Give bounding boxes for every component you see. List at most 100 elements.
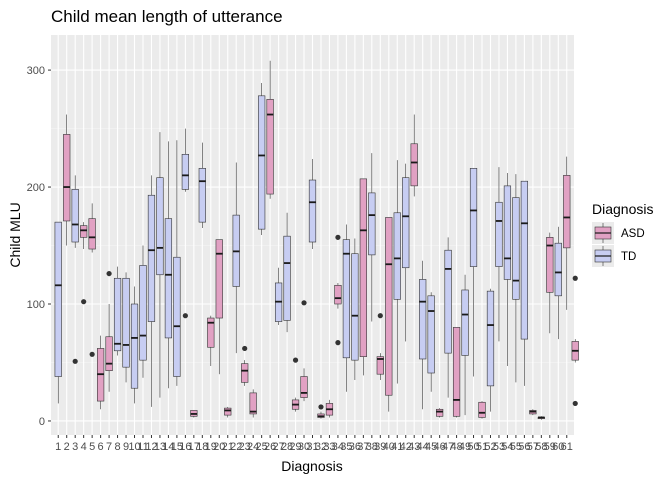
- box-iqr: [427, 295, 435, 374]
- box-39: [376, 313, 384, 381]
- box-iqr: [402, 177, 410, 269]
- x-tick-label: 48: [450, 441, 462, 453]
- box-iqr: [452, 327, 461, 417]
- x-tick-label: 57: [527, 441, 539, 453]
- x-tick-label: 12: [145, 441, 157, 453]
- x-tick-label: 34: [332, 441, 344, 453]
- box-iqr: [88, 218, 96, 250]
- box-48: [452, 327, 461, 418]
- y-tick-label: 100: [27, 299, 45, 311]
- box-iqr: [461, 289, 469, 356]
- boxes: [54, 60, 579, 420]
- x-tick-label: 33: [323, 441, 335, 453]
- x-axis-title: Diagnosis: [281, 458, 342, 474]
- x-tick-label: 60: [552, 441, 564, 453]
- box-12: [147, 175, 156, 407]
- box-iqr: [563, 175, 571, 249]
- box-iqr: [122, 277, 130, 368]
- x-tick-label: 10: [128, 441, 140, 453]
- box-iqr: [283, 235, 291, 321]
- outlier-point: [335, 234, 341, 240]
- box-iqr: [224, 407, 232, 416]
- box-7: [105, 270, 113, 392]
- x-tick-label: 6: [98, 441, 104, 453]
- box-17: [190, 410, 198, 418]
- x-tick-label: 39: [374, 441, 386, 453]
- box-iqr: [105, 336, 113, 371]
- box-45: [427, 292, 435, 392]
- x-tick-label: 37: [357, 441, 369, 453]
- box-iqr: [113, 277, 122, 352]
- x-tick-label: 56: [518, 441, 530, 453]
- box-iqr: [503, 185, 512, 280]
- box-43: [410, 114, 418, 197]
- outlier-point: [572, 400, 578, 407]
- x-axis: 1 2 3 4 5 6 7 8 9 1011121314151617181920212223242…: [55, 435, 573, 453]
- box-6: [97, 335, 105, 410]
- y-axis-title: Child MLU: [7, 202, 23, 267]
- outlier-point: [81, 299, 87, 305]
- chart-title: Child mean length of utterance: [51, 7, 283, 26]
- x-tick-label: 40: [383, 441, 395, 453]
- x-tick-label: 58: [535, 441, 547, 453]
- box-4: [80, 222, 88, 305]
- box-iqr: [54, 221, 62, 377]
- x-tick-label: 4: [81, 441, 87, 453]
- box-iqr: [300, 376, 308, 398]
- box-iqr: [334, 284, 342, 305]
- box-55: [512, 174, 520, 383]
- outlier-point: [89, 351, 95, 357]
- box-38: [368, 153, 376, 322]
- box-62: [571, 275, 579, 407]
- box-27: [274, 267, 283, 326]
- box-iqr: [478, 401, 486, 418]
- x-tick-label: 9: [123, 441, 129, 453]
- box-57: [529, 409, 537, 416]
- box-5: [88, 203, 96, 357]
- box-20: [215, 239, 223, 375]
- x-tick-label: 30: [298, 441, 310, 453]
- box-iqr: [258, 95, 266, 230]
- x-tick-label: 28: [281, 441, 293, 453]
- y-axis: 0 100 200 300: [27, 65, 51, 428]
- x-tick-label: 5: [89, 441, 95, 453]
- box-19: [207, 315, 215, 366]
- box-10: [130, 286, 139, 404]
- x-tick-label: 52: [484, 441, 496, 453]
- box-49: [461, 274, 469, 416]
- box-16: [181, 128, 189, 319]
- x-tick-label: 20: [213, 441, 225, 453]
- box-14: [164, 141, 173, 389]
- x-tick-label: 42: [400, 441, 412, 453]
- x-tick-label: 22: [230, 441, 242, 453]
- x-tick-label: 19: [205, 441, 217, 453]
- box-50: [469, 168, 478, 377]
- y-tick-label: 200: [27, 182, 45, 194]
- box-32: [317, 404, 325, 419]
- box-9: [122, 272, 130, 383]
- box-21: [224, 406, 232, 418]
- x-tick-label: 25: [256, 441, 268, 453]
- box-iqr: [554, 242, 562, 297]
- outlier-point: [318, 404, 324, 410]
- box-iqr: [63, 134, 71, 222]
- box-iqr: [164, 218, 173, 339]
- x-tick-label: 7: [106, 441, 112, 453]
- outlier-point: [242, 345, 248, 352]
- box-56: [520, 180, 528, 386]
- box-18: [198, 142, 206, 228]
- box-30: [300, 300, 308, 402]
- box-59: [546, 232, 554, 334]
- box-25: [258, 82, 266, 235]
- box-34: [334, 234, 342, 346]
- x-tick-label: 51: [476, 441, 488, 453]
- legend-label: TD: [621, 251, 636, 263]
- box-15: [173, 140, 181, 386]
- box-iqr: [495, 201, 503, 267]
- x-tick-label: 15: [171, 441, 183, 453]
- box-8: [113, 266, 122, 356]
- outlier-point: [301, 300, 307, 306]
- x-tick-label: 38: [366, 441, 378, 453]
- legend-item-td: TD: [592, 245, 636, 267]
- y-tick-label: 300: [27, 65, 45, 77]
